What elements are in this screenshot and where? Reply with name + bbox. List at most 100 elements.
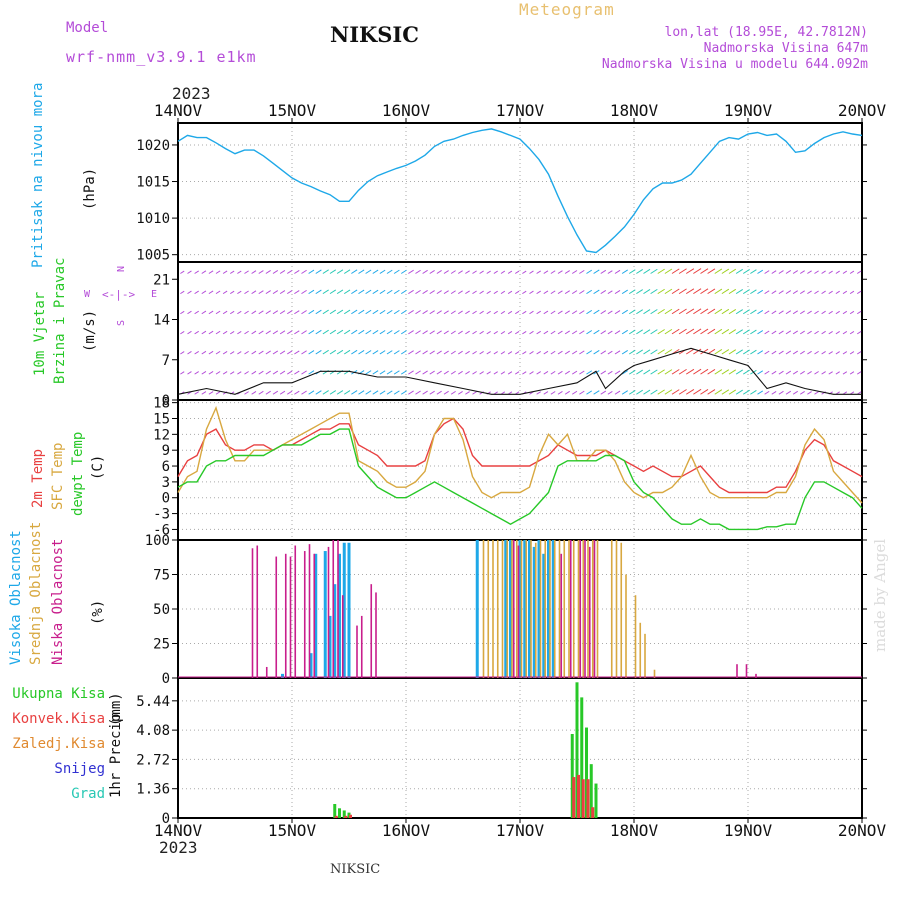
wind-arrow [286,310,293,315]
wind-arrow [436,310,442,315]
wind-arrow [294,330,300,335]
wind-arrow [700,389,709,395]
wind-arrow [507,351,513,355]
wind-arrow [365,329,372,335]
wind-arrow [465,350,470,355]
wind-arrow [479,371,484,375]
wind-arrow [386,269,393,274]
wind-arrow [372,330,379,335]
wind-arrow [180,331,185,335]
wind-arrow [301,310,307,315]
wind-arrow [536,270,541,274]
wind-arrow [529,310,534,315]
wind-arrow [436,290,442,295]
wind-arrow [493,371,498,375]
wind-arrow [728,349,737,355]
wind-arrow [472,350,477,355]
cloud-bar [314,553,318,678]
cloud-bar [294,545,297,678]
wind-arrow [322,289,329,295]
wind-arrow [650,268,658,274]
wind-arrow [671,268,680,274]
wind-arrow [500,351,506,355]
cloud-bar [544,540,547,678]
wind-arrow [415,269,421,274]
wind-arrow [764,290,770,295]
wind-arrow [522,290,527,295]
wind-arrow [685,348,695,355]
wind-arrow [621,329,628,335]
wind-arrow [636,289,643,295]
wind-arrow [286,390,293,395]
wind-arrow [215,290,221,295]
wind-arrow [201,290,207,295]
wind-arrow [550,290,556,295]
precip-legend-ukupna: Ukupna Kisa [12,686,105,702]
wind-arrow [479,270,484,274]
wind-arrow [208,330,214,335]
wind-arrow [579,350,585,355]
wind-arrow [486,351,491,355]
cloud-bar [281,673,284,678]
cloud-bar [337,540,339,678]
wind-arrow [265,370,271,375]
wind-arrow [279,350,286,355]
wind-arrow [429,330,435,335]
wind-arrow [842,270,848,274]
cloud-bar [506,540,509,678]
wind-arrow [301,269,307,274]
cloud-bar [356,625,358,678]
wind-arrow [465,290,470,295]
wind-arrow [229,310,235,315]
wind-arrow [386,390,393,395]
cloud-bar [593,540,596,678]
cloud-bar [736,664,738,678]
wind-arrow [821,351,826,355]
y-tick-label-precip: 1.36 [136,782,170,798]
wind-arrow [678,308,687,315]
cloud-bar [588,546,591,678]
wind-arrow [386,330,393,335]
wind-arrow [472,391,477,395]
wind-arrow [514,270,520,274]
wind-arrow [422,269,428,274]
wind-arrow [329,309,337,315]
cloud-bar [341,595,344,678]
wind-arrow [343,329,351,335]
wind-arrow [685,308,695,315]
wind-arrow [294,269,300,274]
wind-arrow [379,390,386,395]
cloud-bar [370,584,373,678]
wind-arrow [664,288,673,295]
wind-arrow [251,330,257,335]
wind-arrow [714,268,723,274]
wind-arrow [799,391,805,395]
wind-arrow [429,310,435,315]
wind-arrow [286,270,293,274]
cloud-bar [256,545,259,678]
wind-arrow [215,330,221,335]
wind-arrow [849,310,855,315]
wind-arrow [807,370,812,375]
wind-arrow [750,329,757,335]
wind-arrow [393,269,400,274]
wind-arrow [322,390,329,395]
wind-arrow [329,349,337,355]
wind-arrow [807,350,812,355]
wind-arrow [586,370,593,375]
wind-arrow [536,310,541,315]
wind-arrow [543,350,549,355]
cloud-bar [475,540,479,678]
wind-arrow [486,270,491,274]
wind-arrow [222,330,228,335]
wind-arrow [507,290,513,295]
precip-bar [344,815,348,818]
wind-arrow [593,289,600,295]
wind-arrow [222,270,228,274]
precip-bar [594,783,598,818]
wind-arrow [579,269,585,274]
y-tick-label-pressure: 1010 [136,211,170,227]
wind-arrow [593,269,600,274]
wind-arrow [272,330,279,335]
